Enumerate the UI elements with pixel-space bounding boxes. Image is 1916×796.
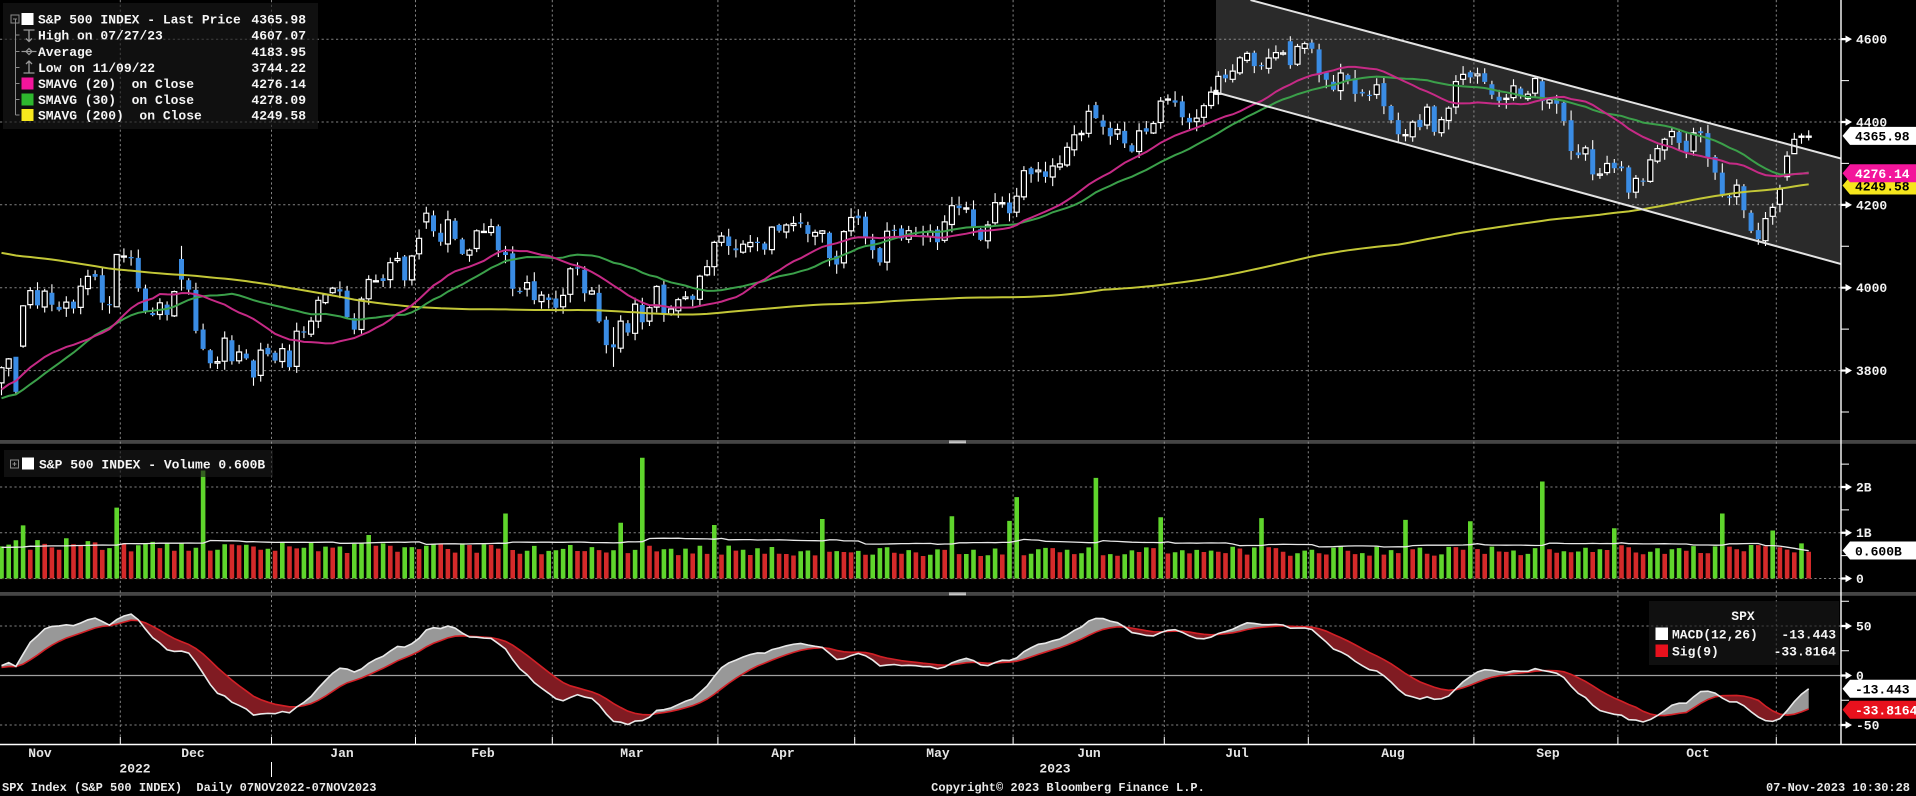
svg-text:Nov: Nov bbox=[28, 746, 52, 761]
svg-text:S&P 500 INDEX - Volume 0.600B: S&P 500 INDEX - Volume 0.600B bbox=[39, 458, 265, 473]
svg-text:50: 50 bbox=[1856, 620, 1872, 635]
svg-text:0: 0 bbox=[1856, 669, 1864, 684]
svg-text:Sig(9): Sig(9) bbox=[1672, 645, 1719, 660]
svg-text:SMAVG (200) on Close: SMAVG (200) on Close bbox=[38, 109, 202, 124]
svg-text:3800: 3800 bbox=[1856, 364, 1887, 379]
svg-text:4278.09: 4278.09 bbox=[251, 93, 306, 108]
svg-text:0.600B: 0.600B bbox=[1855, 544, 1902, 559]
svg-text:2B: 2B bbox=[1856, 481, 1872, 496]
svg-text:4276.14: 4276.14 bbox=[1855, 167, 1910, 182]
svg-text:S&P 500 INDEX - Last Price: S&P 500 INDEX - Last Price bbox=[38, 13, 241, 28]
svg-text:4183.95: 4183.95 bbox=[251, 45, 306, 60]
svg-text:Apr: Apr bbox=[771, 746, 794, 761]
svg-text:4400: 4400 bbox=[1856, 116, 1887, 131]
svg-text:Aug: Aug bbox=[1381, 746, 1405, 761]
svg-text:Jan: Jan bbox=[330, 746, 354, 761]
svg-text:Average: Average bbox=[38, 45, 93, 60]
svg-text:-33.8164: -33.8164 bbox=[1855, 704, 1916, 719]
svg-text:SPX Index (S&P 500 INDEX) Dai: SPX Index (S&P 500 INDEX) Daily 07NOV202… bbox=[2, 781, 376, 795]
svg-text:4200: 4200 bbox=[1856, 198, 1887, 213]
svg-text:-13.443: -13.443 bbox=[1781, 628, 1836, 643]
svg-text:-50: -50 bbox=[1856, 719, 1880, 734]
svg-text:Jul: Jul bbox=[1225, 746, 1249, 761]
svg-text:1B: 1B bbox=[1856, 526, 1872, 541]
svg-text:High on 07/27/23: High on 07/27/23 bbox=[38, 29, 163, 44]
svg-text:Jun: Jun bbox=[1077, 746, 1101, 761]
svg-text:Oct: Oct bbox=[1686, 746, 1709, 761]
svg-text:4249.58: 4249.58 bbox=[251, 109, 306, 124]
svg-text:MACD(12,26): MACD(12,26) bbox=[1672, 628, 1758, 643]
svg-text:Copyright© 2023 Bloomberg Fina: Copyright© 2023 Bloomberg Finance L.P. bbox=[931, 781, 1205, 795]
svg-text:07-Nov-2023 10:30:28: 07-Nov-2023 10:30:28 bbox=[1766, 781, 1910, 795]
svg-text:4365.98: 4365.98 bbox=[251, 13, 306, 28]
svg-text:SMAVG (30) on Close: SMAVG (30) on Close bbox=[38, 93, 194, 108]
svg-text:4000: 4000 bbox=[1856, 281, 1887, 296]
svg-text:4249.58: 4249.58 bbox=[1855, 179, 1910, 194]
svg-text:-33.8164: -33.8164 bbox=[1774, 645, 1837, 660]
svg-text:Dec: Dec bbox=[181, 746, 205, 761]
svg-text:SPX: SPX bbox=[1731, 609, 1755, 624]
svg-text:Sep: Sep bbox=[1536, 746, 1560, 761]
svg-text:2023: 2023 bbox=[1039, 762, 1070, 777]
svg-text:0: 0 bbox=[1856, 572, 1864, 587]
svg-text:4276.14: 4276.14 bbox=[251, 77, 306, 92]
svg-text:May: May bbox=[926, 746, 950, 761]
svg-text:2022: 2022 bbox=[119, 762, 150, 777]
svg-text:Mar: Mar bbox=[620, 746, 643, 761]
svg-text:4365.98: 4365.98 bbox=[1855, 130, 1910, 145]
svg-text:Low on 11/09/22: Low on 11/09/22 bbox=[38, 61, 155, 76]
svg-text:SMAVG (20) on Close: SMAVG (20) on Close bbox=[38, 77, 194, 92]
svg-text:4607.07: 4607.07 bbox=[251, 29, 306, 44]
svg-text:Feb: Feb bbox=[471, 746, 495, 761]
svg-text:4600: 4600 bbox=[1856, 33, 1887, 48]
svg-text:3744.22: 3744.22 bbox=[251, 61, 306, 76]
svg-text:-13.443: -13.443 bbox=[1855, 683, 1910, 698]
